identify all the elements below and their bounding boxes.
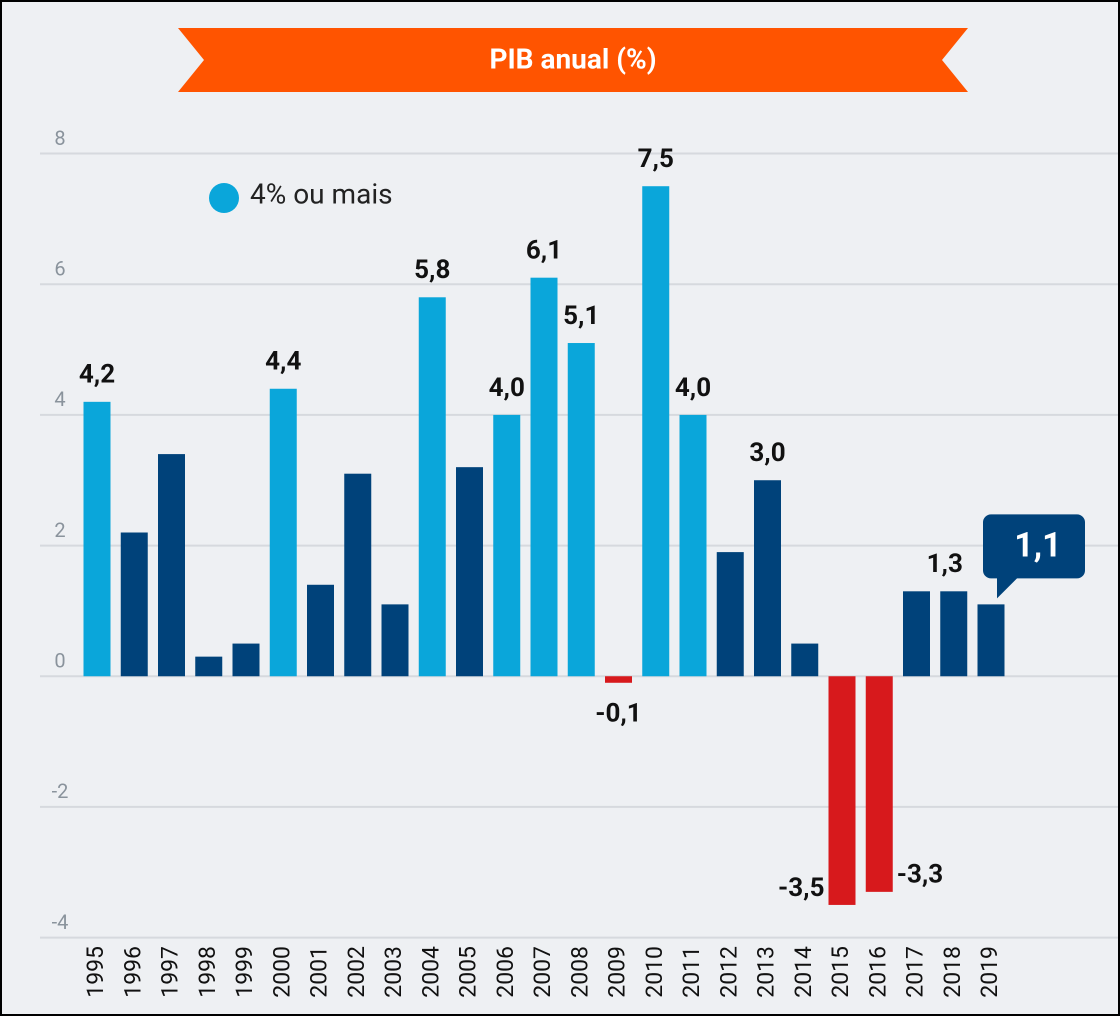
x-tick-label: 2015 [827, 946, 854, 998]
x-tick-label: 2016 [864, 946, 891, 998]
value-label: 4,0 [675, 373, 711, 403]
y-tick-label: 4 [54, 387, 65, 411]
x-tick-label: 2007 [529, 946, 556, 998]
value-label: -3,5 [778, 873, 824, 903]
x-tick-label: 2005 [455, 946, 482, 998]
bar [754, 480, 781, 677]
bar [381, 604, 409, 677]
value-label: 4,2 [79, 360, 115, 390]
value-label: 1,1 [1014, 525, 1061, 565]
x-tick-label: 2006 [492, 946, 519, 998]
bar [977, 604, 1005, 677]
bar [158, 454, 185, 677]
x-tick-label: 1998 [194, 946, 221, 998]
bar [567, 343, 595, 677]
x-tick-label: 2019 [976, 946, 1003, 998]
value-label: -0,1 [595, 699, 641, 729]
x-tick-label: 1997 [157, 946, 184, 998]
value-label: 6,1 [526, 236, 562, 266]
y-tick-label: 8 [54, 126, 65, 150]
bar [865, 676, 893, 892]
x-tick-label: 2018 [939, 946, 966, 998]
bar [307, 584, 334, 677]
y-tick-label: 2 [54, 518, 65, 542]
x-tick-label: 2001 [306, 946, 333, 998]
x-tick-label: 2010 [641, 946, 668, 998]
bar [83, 401, 111, 677]
value-label: 1,3 [927, 549, 963, 579]
bar [418, 297, 446, 677]
x-tick-label: 2011 [678, 946, 705, 998]
value-label: 4,4 [265, 347, 301, 377]
y-tick-label: -2 [52, 779, 69, 803]
title-banner [178, 28, 968, 92]
bar [903, 591, 930, 677]
x-tick-label: 2008 [566, 946, 593, 998]
value-label: 3,0 [749, 438, 785, 468]
x-tick-label: 2004 [417, 946, 444, 998]
value-label: 4,0 [489, 373, 525, 403]
bar [679, 414, 707, 677]
chart-title: PIB anual (%) [489, 42, 656, 75]
bar [493, 414, 521, 677]
y-tick-label: 6 [54, 256, 65, 280]
bar [195, 656, 223, 677]
bar [828, 676, 856, 905]
x-tick-label: 1999 [231, 946, 258, 998]
x-tick-label: 2009 [604, 946, 631, 998]
x-tick-label: 2003 [380, 946, 407, 998]
value-label: 5,1 [563, 301, 599, 331]
legend-label: 4% ou mais [250, 177, 393, 210]
x-tick-label: 2014 [790, 946, 817, 998]
x-tick-label: 2012 [715, 946, 742, 998]
x-tick-label: 2017 [902, 946, 929, 998]
y-tick-label: -4 [52, 910, 69, 934]
value-label: 7,5 [638, 144, 674, 174]
x-tick-label: 2000 [268, 946, 295, 998]
y-tick-label: 0 [54, 649, 65, 673]
bar [456, 467, 483, 677]
bar [344, 473, 372, 677]
callout [983, 514, 1085, 599]
x-tick-label: 1996 [119, 946, 146, 998]
legend-marker [209, 183, 239, 213]
bar [940, 591, 968, 677]
x-tick-label: 2013 [753, 946, 780, 998]
bar [716, 552, 744, 677]
value-label: -3,3 [897, 860, 943, 890]
bar [605, 676, 632, 683]
x-tick-label: 2002 [343, 946, 370, 998]
x-tick-label: 1995 [82, 946, 109, 998]
bar [232, 643, 260, 677]
bar [791, 643, 819, 677]
bar [269, 388, 297, 677]
value-label: 5,8 [414, 255, 450, 285]
bar [530, 277, 558, 677]
bar [642, 186, 670, 677]
bar [120, 532, 148, 677]
